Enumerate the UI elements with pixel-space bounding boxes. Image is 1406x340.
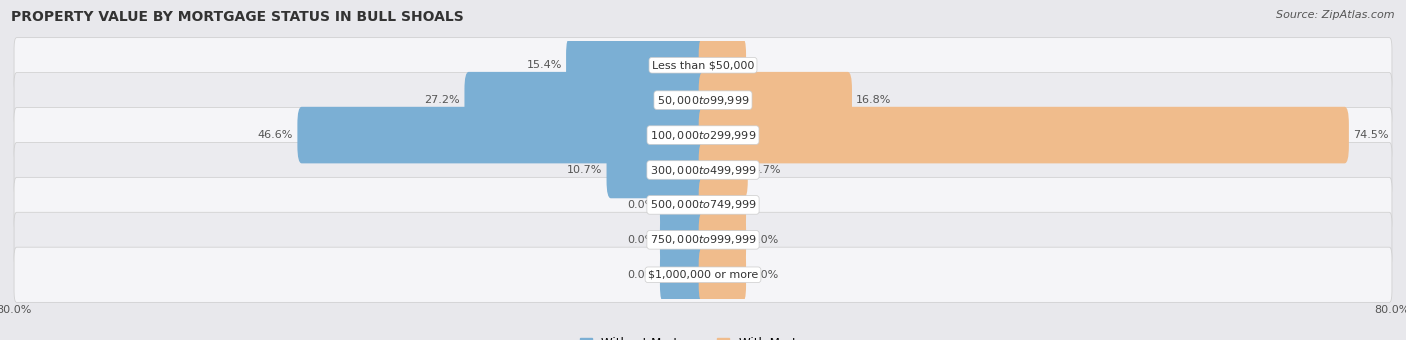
Text: 0.0%: 0.0% <box>627 200 655 210</box>
FancyBboxPatch shape <box>659 211 707 268</box>
Text: 0.0%: 0.0% <box>627 270 655 280</box>
FancyBboxPatch shape <box>699 211 747 268</box>
Text: 15.4%: 15.4% <box>526 60 562 70</box>
FancyBboxPatch shape <box>699 177 747 233</box>
Text: 27.2%: 27.2% <box>425 95 460 105</box>
Text: 10.7%: 10.7% <box>567 165 602 175</box>
Text: $50,000 to $99,999: $50,000 to $99,999 <box>657 94 749 107</box>
FancyBboxPatch shape <box>14 38 1392 93</box>
FancyBboxPatch shape <box>14 107 1392 163</box>
FancyBboxPatch shape <box>699 142 748 198</box>
Text: $1,000,000 or more: $1,000,000 or more <box>648 270 758 280</box>
FancyBboxPatch shape <box>567 37 707 94</box>
Text: 0.0%: 0.0% <box>751 235 779 245</box>
Text: 2.0%: 2.0% <box>728 200 758 210</box>
Text: Less than $50,000: Less than $50,000 <box>652 60 754 70</box>
Text: $750,000 to $999,999: $750,000 to $999,999 <box>650 233 756 246</box>
Text: 16.8%: 16.8% <box>856 95 891 105</box>
FancyBboxPatch shape <box>464 72 707 129</box>
Text: $500,000 to $749,999: $500,000 to $749,999 <box>650 199 756 211</box>
FancyBboxPatch shape <box>659 246 707 303</box>
FancyBboxPatch shape <box>14 212 1392 268</box>
FancyBboxPatch shape <box>14 177 1392 233</box>
FancyBboxPatch shape <box>699 37 747 94</box>
Text: Source: ZipAtlas.com: Source: ZipAtlas.com <box>1277 10 1395 20</box>
FancyBboxPatch shape <box>699 246 747 303</box>
FancyBboxPatch shape <box>14 247 1392 302</box>
Text: PROPERTY VALUE BY MORTGAGE STATUS IN BULL SHOALS: PROPERTY VALUE BY MORTGAGE STATUS IN BUL… <box>11 10 464 24</box>
Text: $300,000 to $499,999: $300,000 to $499,999 <box>650 164 756 176</box>
Legend: Without Mortgage, With Mortgage: Without Mortgage, With Mortgage <box>581 337 825 340</box>
FancyBboxPatch shape <box>298 107 707 163</box>
Text: 0.0%: 0.0% <box>627 235 655 245</box>
FancyBboxPatch shape <box>659 177 707 233</box>
Text: $100,000 to $299,999: $100,000 to $299,999 <box>650 129 756 141</box>
Text: 74.5%: 74.5% <box>1353 130 1389 140</box>
FancyBboxPatch shape <box>699 107 1348 163</box>
Text: 0.0%: 0.0% <box>751 270 779 280</box>
Text: 4.7%: 4.7% <box>752 165 780 175</box>
Text: 46.6%: 46.6% <box>257 130 292 140</box>
Text: 2.0%: 2.0% <box>728 60 758 70</box>
FancyBboxPatch shape <box>699 72 852 129</box>
FancyBboxPatch shape <box>606 142 707 198</box>
FancyBboxPatch shape <box>14 142 1392 198</box>
FancyBboxPatch shape <box>14 72 1392 128</box>
